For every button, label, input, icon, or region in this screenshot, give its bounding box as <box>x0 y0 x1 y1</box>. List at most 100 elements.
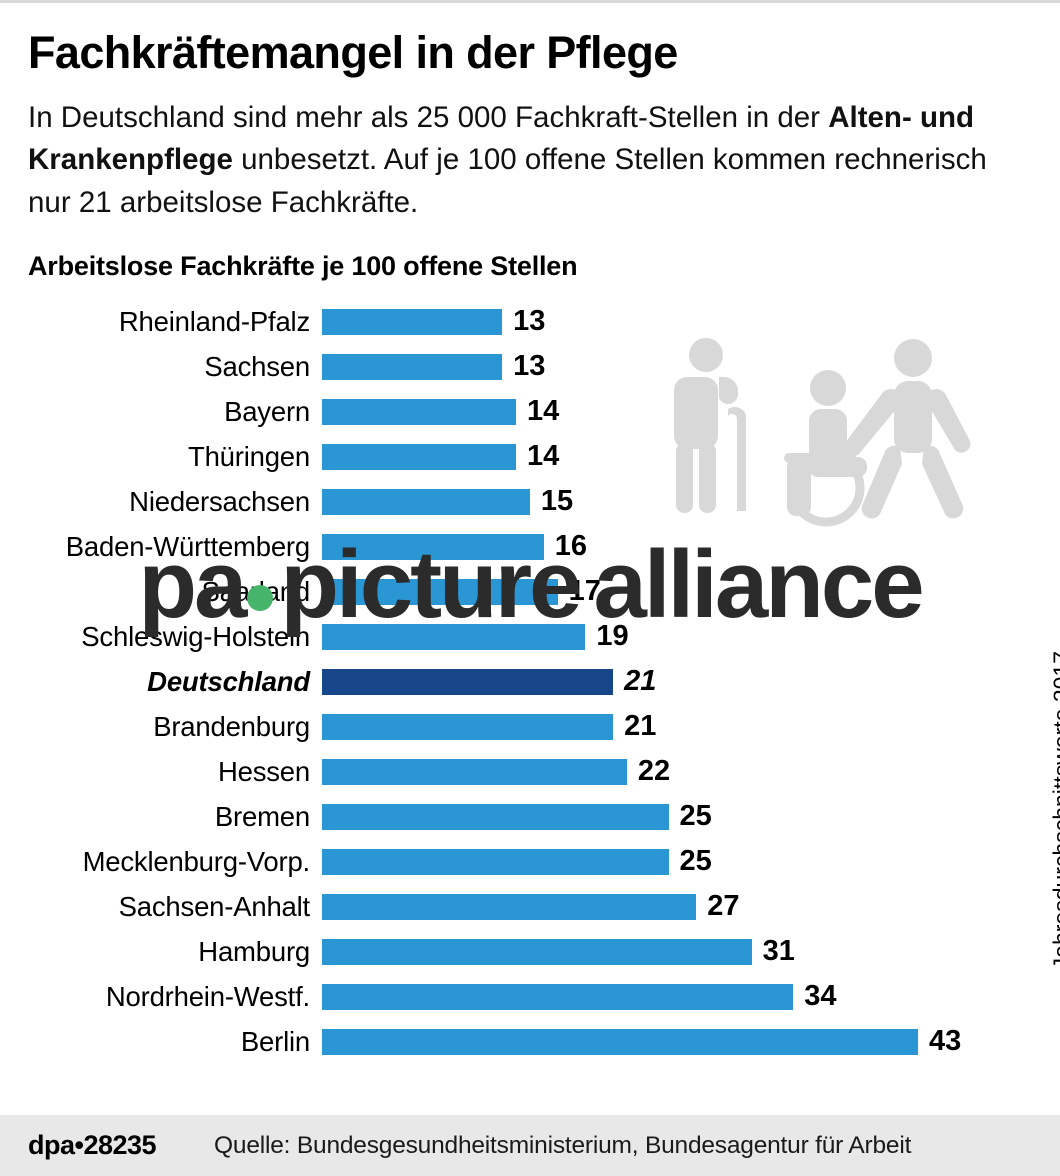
chart-row: Bremen 25 <box>28 794 1060 839</box>
chart-row: Saarland 17 <box>28 569 1060 614</box>
chart-row-value: 13 <box>513 305 546 337</box>
chart-row-label: Deutschland <box>147 665 310 697</box>
chart-period-note: Jahresdurchschnittswerte 2017 <box>1048 651 1060 970</box>
chart-row-value: 34 <box>804 980 837 1012</box>
chart-row-value: 22 <box>637 755 671 787</box>
chart-row-value: 16 <box>554 530 588 562</box>
chart-row-label: Mecklenburg-Vorp. <box>82 845 311 877</box>
bar-chart: Rheinland-Pfalz 13 Sachsen 13 Bayern 14 Thürin… <box>0 299 1060 1064</box>
chart-row-label: Sachsen <box>204 350 310 382</box>
chart-row-label: Baden-Württemberg <box>65 530 310 562</box>
chart-row-value: 14 <box>527 440 560 472</box>
chart-bar <box>322 623 586 650</box>
chart-row-bar-wrap: 25 <box>322 800 1060 833</box>
chart-title: Arbeitslose Fachkräfte je 100 offene Ste… <box>28 251 578 281</box>
chart-bar <box>322 578 558 605</box>
chart-row-value: 17 <box>568 575 601 607</box>
chart-bar <box>322 713 614 740</box>
chart-row-value: 21 <box>624 710 657 742</box>
chart-row-value: 19 <box>596 620 629 652</box>
chart-bar <box>322 308 503 335</box>
chart-row-value: 27 <box>707 890 740 922</box>
chart-bar <box>322 758 627 785</box>
chart-row-value: 15 <box>540 485 574 517</box>
subtitle-text-part1: In Deutschland sind mehr als 25 000 Fach… <box>28 100 829 134</box>
chart-row: Brandenburg 21 <box>28 704 1060 749</box>
chart-row-bar-wrap: 14 <box>322 395 1060 428</box>
subtitle-paragraph: In Deutschland sind mehr als 25 000 Fach… <box>28 97 1028 224</box>
chart-row-bar-wrap: 15 <box>322 485 1060 518</box>
chart-row-bar-wrap: 14 <box>322 440 1060 473</box>
footer: dpa•28235 Quelle: Bundesgesundheitsminis… <box>0 1112 1060 1176</box>
wheelchair-user-icon <box>784 370 867 527</box>
chart-bar <box>322 533 544 560</box>
chart-row-label: Hessen <box>217 755 310 787</box>
chart-row: Hamburg 31 <box>28 929 1060 974</box>
chart-row-bar-wrap: 17 <box>322 575 1060 608</box>
chart-row-bar-wrap: 34 <box>322 980 1060 1013</box>
chart-row-bar-wrap: 25 <box>322 845 1060 878</box>
chart-row-value: 14 <box>527 395 560 427</box>
chart-row-bar-wrap: 13 <box>322 305 1060 338</box>
chart-row: Rheinland-Pfalz 13 <box>28 299 1060 344</box>
chart-row: Bayern 14 <box>28 389 1060 434</box>
subtitle-text-part2: unbesetzt. Auf je 100 offene Stellen kom… <box>28 143 987 219</box>
page-title: Fachkräftemangel in der Pflege <box>28 27 678 78</box>
chart-bar <box>322 983 794 1010</box>
caregiver-pushing-icon <box>843 339 971 519</box>
chart-row-bar-wrap: 21 <box>322 665 1060 698</box>
subtitle-text-bold: Alten- und Krankenpflege <box>28 100 975 177</box>
chart-row-bar-wrap: 43 <box>322 1025 1060 1058</box>
chart-row: Sachsen 13 <box>28 344 1060 389</box>
chart-row-value: 43 <box>929 1025 962 1057</box>
chart-row-label: Bayern <box>224 395 310 427</box>
chart-row: Mecklenburg-Vorp. 25 <box>28 839 1060 884</box>
chart-bar <box>322 353 503 380</box>
chart-row: Baden-Württemberg 16 <box>28 524 1060 569</box>
chart-row-value: 13 <box>513 350 546 382</box>
chart-row-label: Niedersachsen <box>129 485 310 517</box>
chart-row: Deutschland 21 <box>28 659 1060 704</box>
chart-row: Nordrhein-Westf. 34 <box>28 974 1060 1019</box>
chart-bar <box>322 893 697 920</box>
chart-row: Thüringen 14 <box>28 434 1060 479</box>
chart-row-label: Thüringen <box>187 440 310 472</box>
chart-bar <box>322 398 517 425</box>
chart-row-bar-wrap: 13 <box>322 350 1060 383</box>
header: Fachkräftemangel in der Pflege In Deutsc… <box>0 3 1060 282</box>
chart-row-label: Rheinland-Pfalz <box>118 305 310 337</box>
chart-row-label: Nordrhein-Westf. <box>105 980 310 1012</box>
chart-row-bar-wrap: 16 <box>322 530 1060 563</box>
chart-row-label: Schleswig-Holstein <box>81 620 310 652</box>
care-pictogram-group <box>668 335 998 560</box>
chart-row: Berlin 43 <box>28 1019 1060 1064</box>
chart-row-label: Brandenburg <box>153 710 310 742</box>
chart-row-label: Bremen <box>214 800 310 832</box>
chart-row: Schleswig-Holstein 19 <box>28 614 1060 659</box>
chart-bar <box>322 938 752 965</box>
chart-row-value: 25 <box>679 800 712 832</box>
chart-row-bar-wrap: 22 <box>322 755 1060 788</box>
chart-bar <box>322 848 669 875</box>
chart-row-bar-wrap: 27 <box>322 890 1060 923</box>
chart-row: Niedersachsen 15 <box>28 479 1060 524</box>
chart-row-value: 25 <box>679 845 712 877</box>
chart-bar <box>322 668 614 695</box>
elderly-person-with-cane-icon <box>674 338 746 513</box>
chart-row-label: Hamburg <box>198 935 310 967</box>
chart-row-label: Sachsen-Anhalt <box>118 890 311 922</box>
chart-bar <box>322 443 517 470</box>
chart-row-bar-wrap: 21 <box>322 710 1060 743</box>
dpa-graphic-id: dpa•28235 <box>28 1130 157 1160</box>
source-note: Quelle: Bundesgesundheitsministerium, Bu… <box>214 1131 912 1159</box>
chart-bar <box>322 488 530 515</box>
chart-row-label: Berlin <box>240 1025 310 1057</box>
chart-row-bar-wrap: 31 <box>322 935 1060 968</box>
chart-row-value: 21 <box>624 665 657 697</box>
chart-row: Hessen 22 <box>28 749 1060 794</box>
chart-row-label: Saarland <box>201 575 311 607</box>
chart-bar <box>322 803 669 830</box>
chart-row-value: 31 <box>762 935 795 967</box>
chart-bar <box>322 1028 918 1055</box>
